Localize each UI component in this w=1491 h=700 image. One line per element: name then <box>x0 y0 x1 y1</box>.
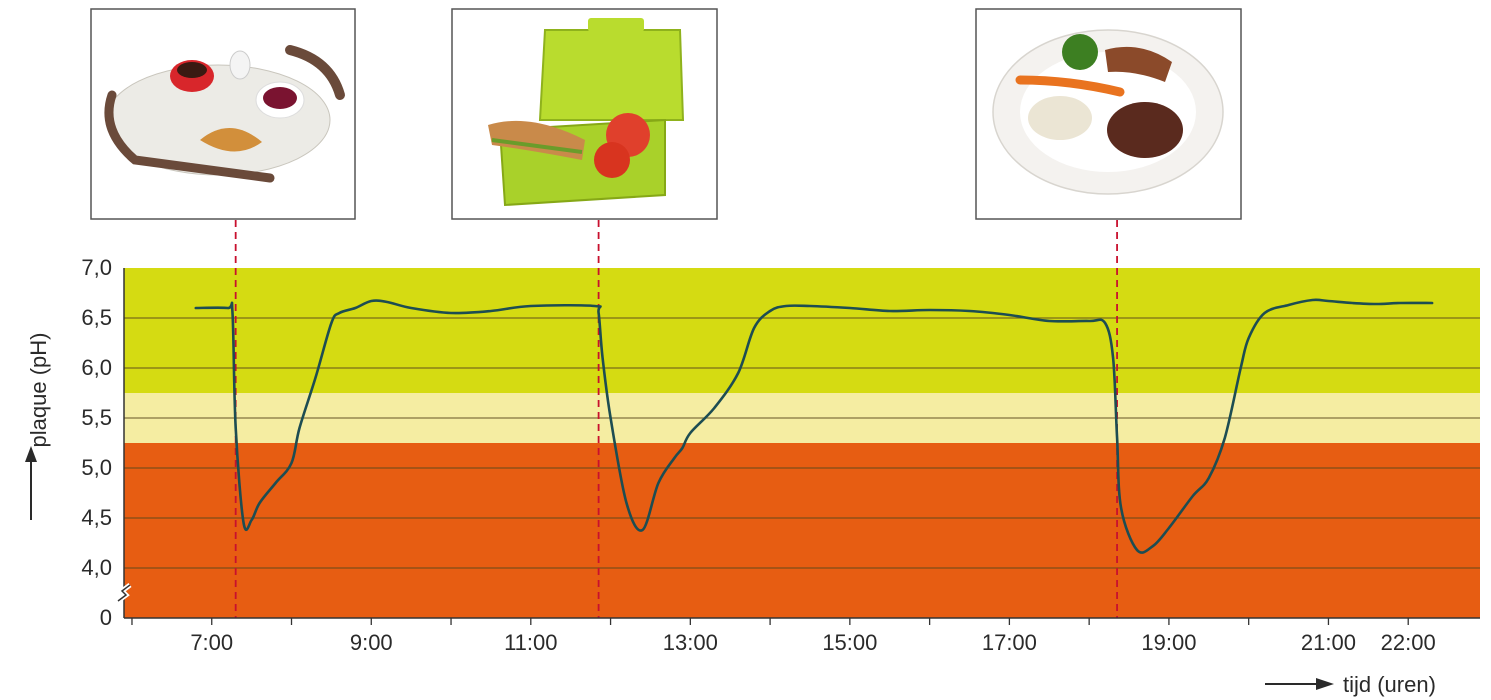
y-axis-label: plaque (pH) <box>26 333 51 448</box>
y-tick-label: 6,0 <box>81 355 112 380</box>
series-line-0 <box>194 298 1434 554</box>
x-axis-label: tijd (uren) <box>1343 672 1436 697</box>
y-tick-label: 7,0 <box>81 255 112 280</box>
y-tick-labels: 0 4,0 4,5 5,0 5,5 6,0 6,5 7,0 <box>81 255 112 630</box>
y-axis-arrow-icon <box>25 446 37 520</box>
dinner-plate-icon <box>992 29 1224 195</box>
series-layer <box>194 298 1434 554</box>
x-tick-label: 11:00 <box>504 630 557 655</box>
ph-zone-2 <box>124 443 1480 618</box>
x-tick-label: 7:00 <box>190 630 233 655</box>
y-axis-title: plaque (pH) <box>26 333 51 448</box>
x-tick-label: 13:00 <box>663 630 718 655</box>
x-tick-labels: 7:00 9:00 11:00 13:00 15:00 17:00 19:00 21:00 22… <box>190 630 1435 655</box>
x-tick-label: 17:00 <box>982 630 1037 655</box>
ph-zones <box>124 268 1480 618</box>
x-tick-label: 21:00 <box>1301 630 1356 655</box>
x-tick-label: 22:00 <box>1381 630 1436 655</box>
lunchbox-icon <box>488 18 685 207</box>
x-axis-arrow-icon <box>1265 678 1334 690</box>
axes <box>116 268 1480 625</box>
y-tick-label: 0 <box>100 605 112 630</box>
ph-zone-0 <box>124 268 1480 393</box>
y-tick-label: 5,0 <box>81 455 112 480</box>
y-tick-label: 5,5 <box>81 405 112 430</box>
x-tick-label: 9:00 <box>350 630 393 655</box>
axis-break-icon <box>117 584 131 602</box>
meal-photo-dinner <box>975 8 1242 220</box>
y-tick-label: 4,0 <box>81 555 112 580</box>
x-tick-label: 19:00 <box>1141 630 1196 655</box>
breakfast-tray-icon <box>104 45 345 183</box>
meal-photo-lunch <box>451 8 718 220</box>
gridlines <box>124 317 1480 569</box>
y-tick-label: 6,5 <box>81 305 112 330</box>
meal-photo-breakfast <box>90 8 356 220</box>
x-tick-label: 15:00 <box>822 630 877 655</box>
y-tick-label: 4,5 <box>81 505 112 530</box>
